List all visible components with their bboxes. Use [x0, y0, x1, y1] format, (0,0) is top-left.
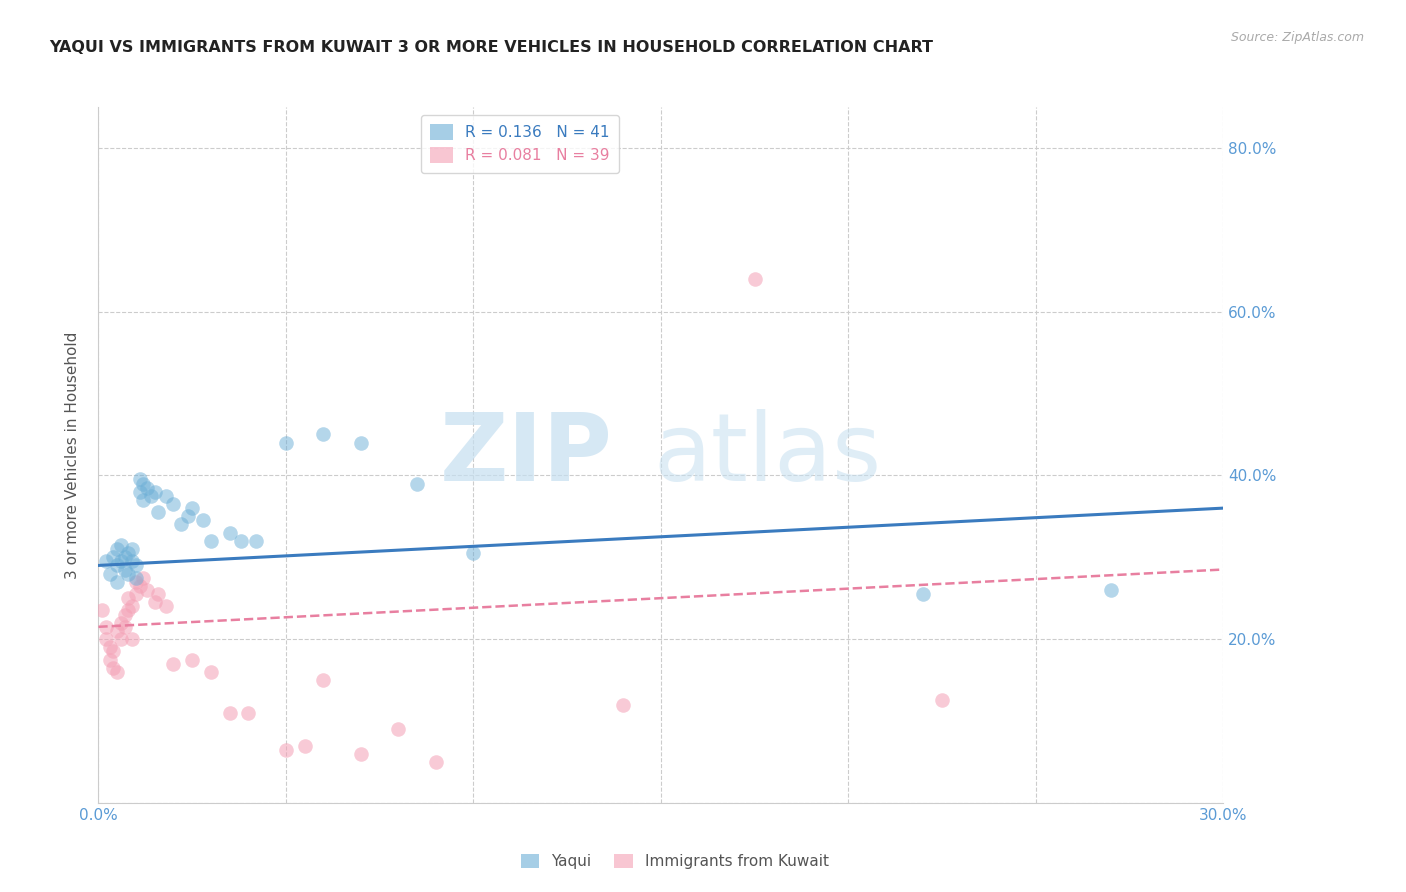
- Point: [132, 571, 155, 585]
- Point: [105, 665, 128, 679]
- Point: [105, 558, 128, 573]
- Point: [117, 603, 139, 617]
- Point: [148, 587, 170, 601]
- Point: [387, 722, 409, 736]
- Point: [350, 747, 373, 761]
- Point: [103, 644, 125, 658]
- Point: [193, 513, 215, 527]
- Point: [105, 574, 128, 589]
- Point: [274, 435, 297, 450]
- Point: [114, 607, 136, 622]
- Point: [312, 673, 335, 687]
- Point: [125, 587, 148, 601]
- Point: [125, 571, 148, 585]
- Point: [294, 739, 316, 753]
- Point: [245, 533, 267, 548]
- Point: [1099, 582, 1122, 597]
- Point: [181, 501, 204, 516]
- Point: [148, 505, 170, 519]
- Point: [114, 550, 136, 565]
- Point: [155, 489, 177, 503]
- Point: [912, 587, 935, 601]
- Point: [103, 550, 125, 565]
- Point: [139, 489, 162, 503]
- Point: [110, 615, 132, 630]
- Point: [406, 476, 429, 491]
- Point: [128, 484, 150, 499]
- Point: [143, 595, 166, 609]
- Point: [238, 706, 260, 720]
- Point: [931, 693, 953, 707]
- Point: [110, 632, 132, 646]
- Point: [218, 706, 240, 720]
- Point: [94, 632, 117, 646]
- Point: [229, 533, 252, 548]
- Point: [121, 599, 143, 614]
- Point: [94, 620, 117, 634]
- Point: [98, 566, 121, 581]
- Point: [170, 517, 193, 532]
- Point: [128, 579, 150, 593]
- Point: [162, 657, 184, 671]
- Point: [312, 427, 335, 442]
- Point: [128, 473, 150, 487]
- Point: [94, 554, 117, 568]
- Text: atlas: atlas: [654, 409, 882, 501]
- Text: Source: ZipAtlas.com: Source: ZipAtlas.com: [1230, 31, 1364, 45]
- Point: [117, 591, 139, 606]
- Point: [114, 620, 136, 634]
- Point: [121, 632, 143, 646]
- Point: [612, 698, 634, 712]
- Point: [110, 538, 132, 552]
- Point: [103, 661, 125, 675]
- Point: [177, 509, 200, 524]
- Point: [98, 652, 121, 666]
- Point: [91, 603, 114, 617]
- Point: [162, 497, 184, 511]
- Point: [121, 542, 143, 557]
- Legend: R = 0.136   N = 41, R = 0.081   N = 39: R = 0.136 N = 41, R = 0.081 N = 39: [420, 115, 619, 173]
- Point: [155, 599, 177, 614]
- Point: [114, 562, 136, 576]
- Point: [181, 652, 204, 666]
- Point: [463, 546, 485, 560]
- Point: [121, 554, 143, 568]
- Text: YAQUI VS IMMIGRANTS FROM KUWAIT 3 OR MORE VEHICLES IN HOUSEHOLD CORRELATION CHAR: YAQUI VS IMMIGRANTS FROM KUWAIT 3 OR MOR…: [49, 40, 934, 55]
- Point: [143, 484, 166, 499]
- Point: [136, 582, 159, 597]
- Point: [125, 574, 148, 589]
- Point: [98, 640, 121, 655]
- Point: [218, 525, 240, 540]
- Point: [200, 533, 222, 548]
- Legend: Yaqui, Immigrants from Kuwait: Yaqui, Immigrants from Kuwait: [515, 848, 835, 875]
- Point: [110, 554, 132, 568]
- Point: [132, 492, 155, 507]
- Point: [350, 435, 373, 450]
- Point: [744, 272, 766, 286]
- Point: [136, 481, 159, 495]
- Point: [105, 542, 128, 557]
- Point: [125, 558, 148, 573]
- Point: [117, 546, 139, 560]
- Point: [117, 566, 139, 581]
- Point: [105, 624, 128, 638]
- Point: [274, 742, 297, 756]
- Point: [200, 665, 222, 679]
- Point: [425, 755, 447, 769]
- Text: ZIP: ZIP: [440, 409, 612, 501]
- Point: [132, 476, 155, 491]
- Y-axis label: 3 or more Vehicles in Household: 3 or more Vehicles in Household: [65, 331, 80, 579]
